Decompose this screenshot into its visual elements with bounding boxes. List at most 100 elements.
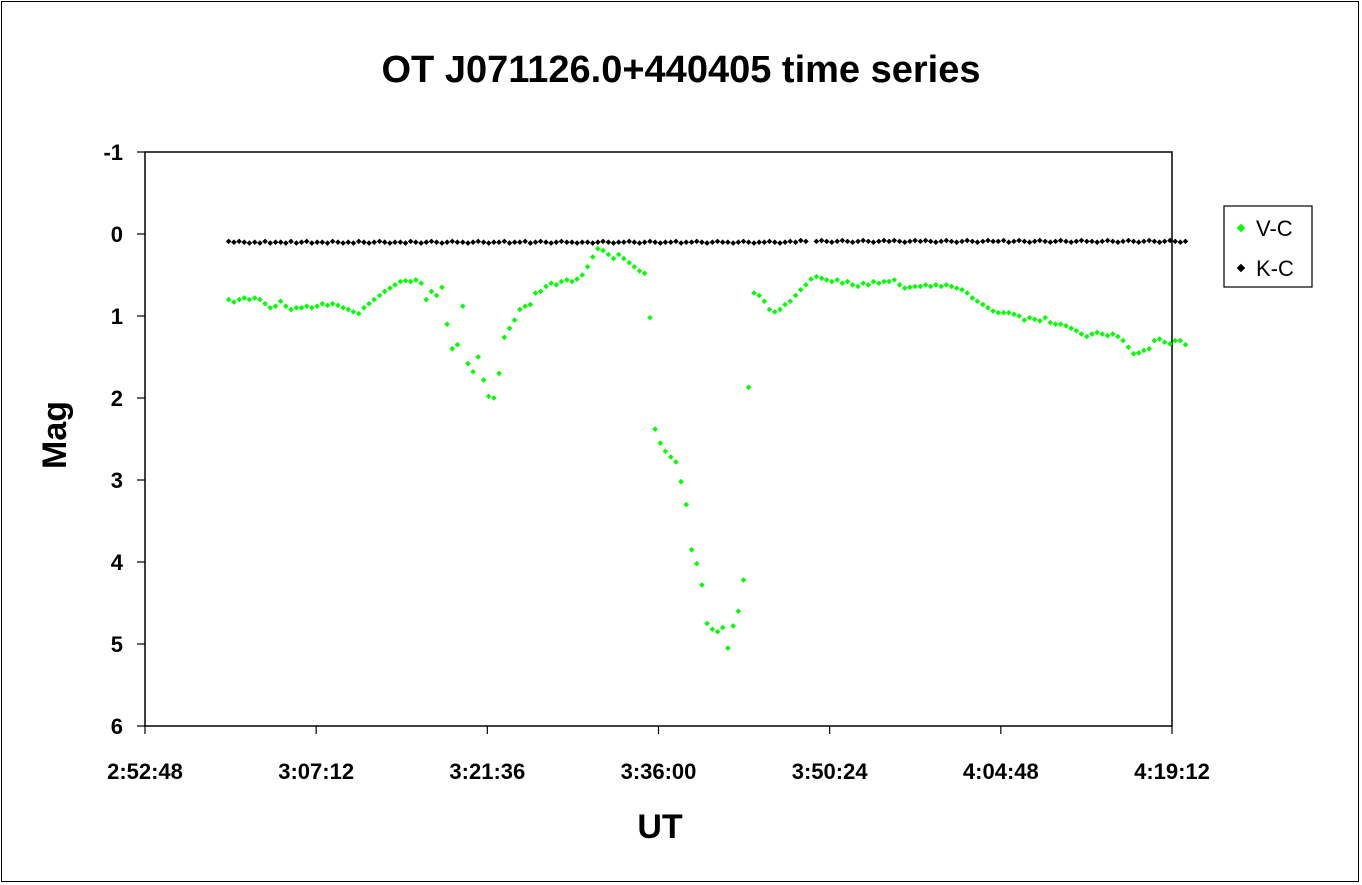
point-v-c (392, 282, 398, 288)
point-v-c (527, 301, 534, 308)
x-tick-label: 4:04:48 (963, 759, 1039, 784)
point-k-c (1125, 237, 1132, 244)
point-v-c (428, 288, 435, 295)
point-v-c (355, 310, 362, 317)
point-v-c (1172, 337, 1178, 344)
point-k-c (1156, 239, 1163, 245)
point-k-c (959, 238, 965, 245)
y-axis: -1 0 1 2 3 4 5 6 (103, 140, 145, 739)
point-k-c (1182, 238, 1189, 245)
point-v-c (1042, 314, 1049, 321)
point-v-c (1161, 339, 1168, 346)
point-v-c (246, 296, 253, 303)
point-v-c (1011, 311, 1017, 318)
point-k-c (938, 238, 945, 245)
point-v-c (844, 278, 851, 285)
point-v-c (709, 626, 716, 633)
point-k-c (1063, 238, 1069, 245)
point-v-c (1182, 341, 1189, 348)
point-k-c (844, 238, 851, 245)
point-v-c (896, 282, 903, 288)
point-v-c (808, 276, 814, 282)
point-v-c (1125, 344, 1132, 350)
point-v-c (1177, 337, 1184, 344)
point-v-c (314, 303, 320, 309)
point-k-c (522, 238, 528, 245)
point-v-c (532, 290, 539, 296)
point-v-c (631, 264, 638, 270)
point-k-c (537, 238, 544, 245)
point-k-c (444, 239, 450, 245)
point-v-c (787, 298, 794, 305)
x-axis-title: UT (637, 808, 683, 846)
point-v-c (563, 277, 570, 283)
point-k-c (470, 239, 476, 245)
point-v-c (1016, 313, 1022, 319)
point-v-c (345, 306, 352, 313)
point-k-c (917, 238, 924, 245)
point-v-c (543, 283, 549, 290)
point-v-c (1130, 350, 1137, 357)
point-v-c (309, 305, 315, 311)
point-v-c (423, 296, 430, 303)
point-k-c (1120, 238, 1126, 245)
x-tick-label: 3:07:12 (278, 759, 354, 784)
point-k-c (225, 238, 232, 245)
point-v-c (1031, 316, 1038, 323)
point-k-c (735, 239, 742, 245)
point-v-c (875, 280, 882, 286)
point-k-c (860, 237, 866, 244)
point-v-c (901, 285, 908, 291)
point-v-c (267, 305, 274, 311)
point-k-c (491, 239, 497, 245)
point-k-c (777, 240, 783, 246)
point-k-c (366, 240, 372, 246)
point-k-c (350, 240, 357, 246)
point-k-c (1031, 238, 1038, 245)
point-k-c (459, 239, 466, 245)
point-k-c (1172, 238, 1178, 245)
point-k-c (1005, 239, 1012, 245)
point-v-c (1115, 333, 1121, 340)
point-v-c (402, 277, 409, 284)
point-k-c (782, 239, 788, 245)
point-v-c (553, 282, 560, 288)
point-k-c (621, 239, 627, 245)
series-k-c (225, 237, 1189, 246)
point-v-c (782, 301, 788, 308)
point-k-c (407, 238, 414, 245)
point-k-c (1068, 239, 1074, 245)
point-v-c (912, 283, 918, 290)
point-v-c (745, 384, 752, 391)
point-v-c (1063, 323, 1069, 329)
point-k-c (922, 237, 929, 244)
x-tick-label: 2:52:48 (107, 759, 183, 784)
point-v-c (969, 295, 976, 301)
point-v-c (605, 251, 612, 258)
point-v-c (1146, 346, 1153, 352)
point-k-c (511, 239, 518, 245)
point-v-c (589, 254, 596, 260)
point-k-c (413, 239, 419, 245)
point-v-c (907, 284, 913, 291)
point-k-c (964, 237, 970, 244)
point-k-c (485, 240, 492, 246)
point-v-c (491, 395, 497, 401)
point-v-c (480, 377, 487, 383)
point-k-c (943, 237, 950, 244)
point-k-c (1047, 239, 1054, 245)
point-v-c (1078, 331, 1085, 337)
point-v-c (699, 582, 705, 588)
point-v-c (283, 303, 289, 309)
point-v-c (293, 305, 300, 311)
point-v-c (761, 298, 768, 305)
point-v-c (496, 370, 502, 377)
point-k-c (813, 238, 820, 245)
point-k-c (704, 240, 710, 246)
point-v-c (985, 305, 991, 311)
point-k-c (907, 238, 913, 245)
point-k-c (693, 238, 700, 245)
point-k-c (1078, 237, 1085, 244)
point-k-c (480, 239, 487, 245)
point-v-c (329, 300, 336, 307)
